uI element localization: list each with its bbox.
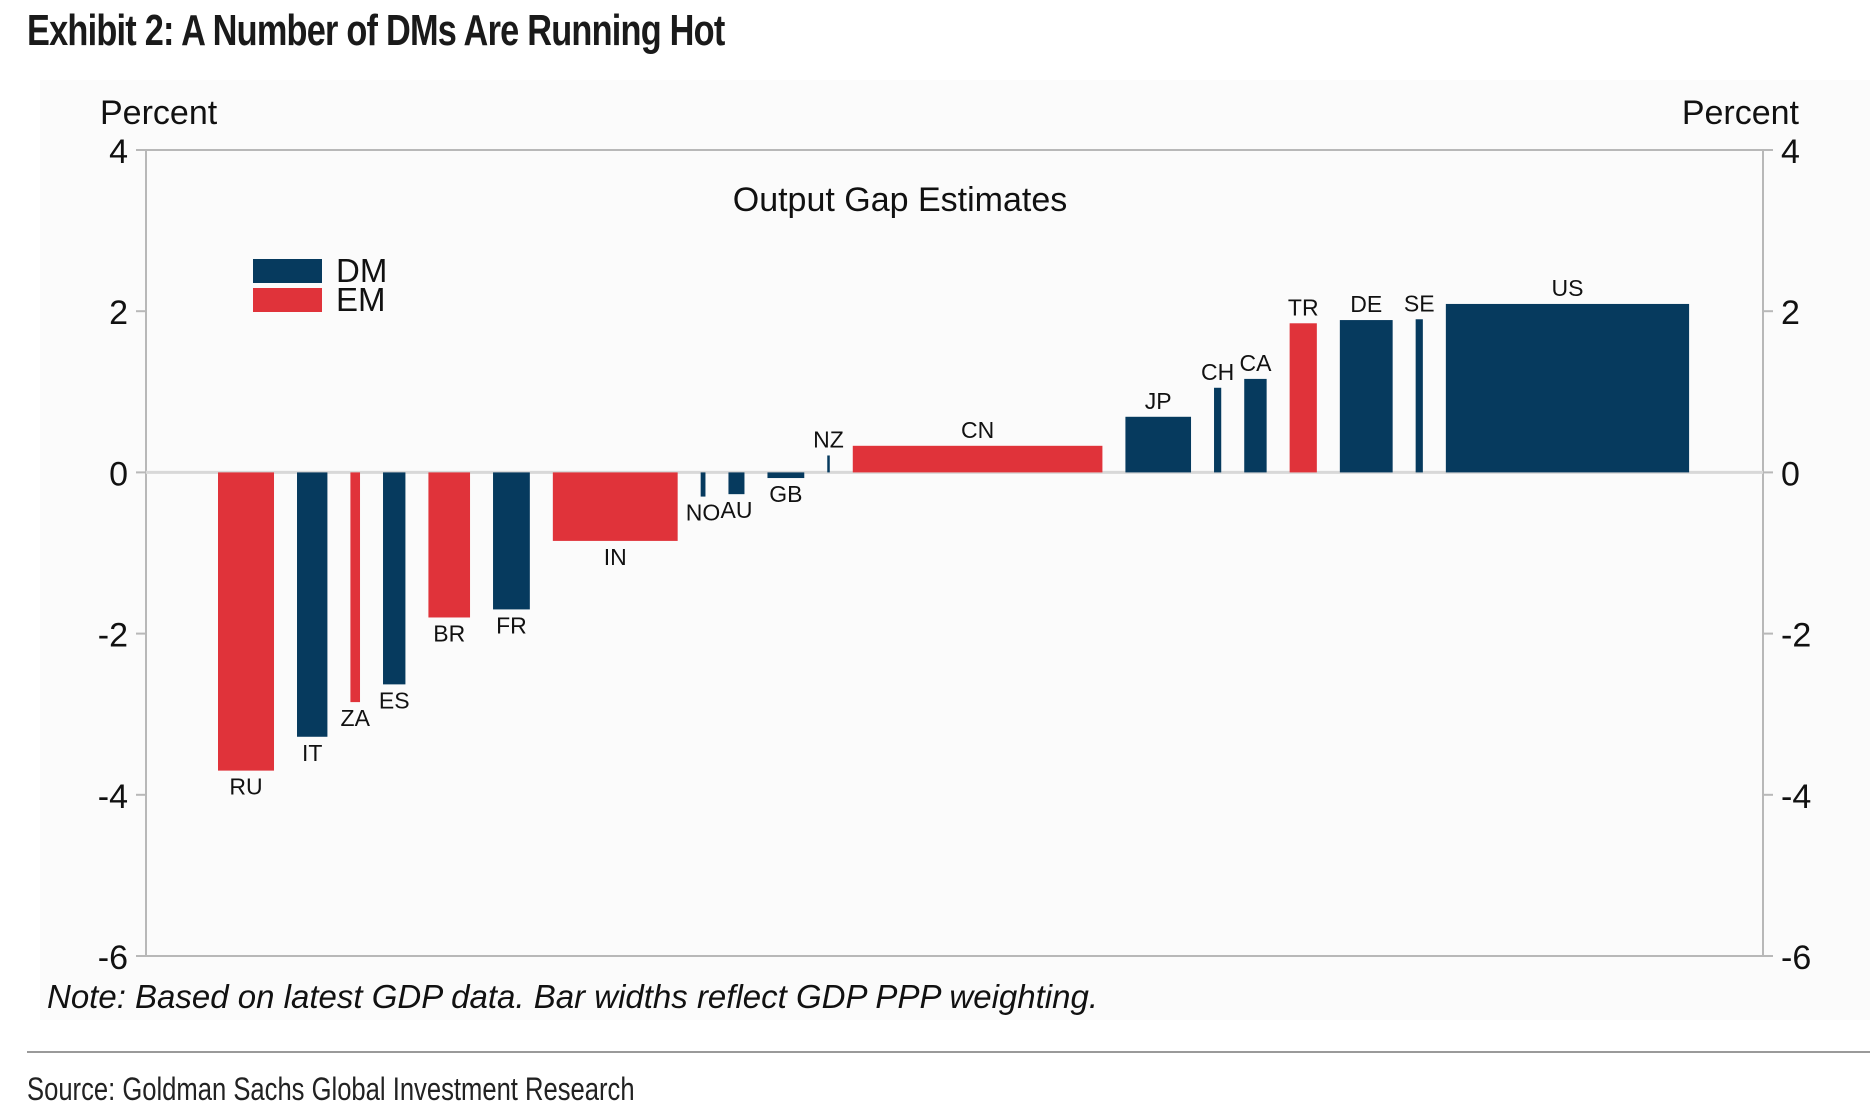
y-tick-label-right: -4 [1781, 778, 1811, 816]
bar-label-cn: CN [961, 417, 994, 443]
source-text: Source: Goldman Sachs Global Investment … [27, 1071, 635, 1107]
bar-label-tr: TR [1288, 294, 1319, 320]
exhibit-title: Exhibit 2: A Number of DMs Are Running H… [27, 6, 725, 55]
bar-ch [1214, 387, 1222, 473]
bar-label-au: AU [720, 497, 752, 523]
bar-gb [767, 472, 805, 479]
legend-label-em: EM [336, 281, 386, 318]
bar-label-ch: CH [1201, 359, 1234, 385]
bar-ca [1244, 378, 1267, 473]
bar-no [700, 472, 706, 497]
y-tick-label-left: 4 [109, 133, 128, 171]
y-tick-label-left: -4 [98, 778, 128, 816]
bar-label-in: IN [604, 544, 627, 570]
y-axis-label-right: Percent [1682, 94, 1800, 132]
bar-br [428, 472, 471, 618]
y-tick-label-left: -6 [98, 939, 128, 977]
bar-cn [852, 445, 1103, 473]
bar-label-no: NO [686, 500, 721, 526]
bar-es [383, 472, 406, 685]
divider [27, 1051, 1870, 1053]
legend: DM EM [253, 252, 387, 318]
legend-label-dm: DM [336, 252, 387, 289]
bar-label-nz: NZ [813, 426, 844, 452]
bar-us [1445, 303, 1690, 473]
bar-label-gb: GB [769, 481, 802, 507]
output-gap-chart: Percent Percent Output Gap Estimates 4 4 2… [98, 94, 1811, 977]
bar-de [1339, 320, 1393, 473]
chart-title: Output Gap Estimates [733, 181, 1068, 219]
bar-label-ca: CA [1239, 350, 1272, 376]
bar-label-fr: FR [496, 612, 527, 638]
bar-label-us: US [1552, 275, 1584, 301]
bar-label-de: DE [1350, 291, 1382, 317]
bar-jp [1125, 416, 1192, 473]
bar-label-jp: JP [1145, 388, 1172, 414]
bar-it [297, 472, 328, 737]
y-tick-label-left: 2 [109, 294, 128, 332]
bars: RU IT ZA ES BR FR IN NO AU GB NZ CN JP CH CA TR DE SE US [218, 275, 1690, 800]
chart-panel: Percent Percent Output Gap Estimates 4 4 2… [40, 80, 1870, 1020]
bar-za [350, 472, 361, 703]
chart-note: Note: Based on latest GDP data. Bar widt… [47, 978, 1099, 1015]
y-tick-label-right: 2 [1781, 294, 1800, 332]
bar-label-es: ES [379, 687, 410, 713]
bar-nz [827, 455, 830, 473]
bar-se [1415, 319, 1423, 473]
bar-label-br: BR [433, 620, 465, 646]
legend-swatch-dm [253, 259, 322, 283]
y-tick-label-right: -6 [1781, 939, 1811, 977]
bar-label-za: ZA [341, 705, 371, 731]
y-tick-label-right: 0 [1781, 455, 1800, 493]
y-tick-label-left: 0 [109, 455, 128, 493]
legend-swatch-em [253, 288, 322, 312]
y-tick-label-right: 4 [1781, 133, 1800, 171]
bar-fr [493, 472, 530, 610]
y-tick-label-right: -2 [1781, 617, 1811, 655]
y-axis-label-left: Percent [100, 94, 218, 132]
bar-label-it: IT [302, 740, 322, 766]
bar-in [552, 472, 678, 541]
bar-au [728, 472, 745, 495]
bar-tr [1289, 323, 1317, 473]
y-tick-label-left: -2 [98, 617, 128, 655]
bar-label-ru: RU [229, 774, 262, 800]
bar-ru [218, 472, 275, 771]
bar-label-se: SE [1404, 290, 1435, 316]
